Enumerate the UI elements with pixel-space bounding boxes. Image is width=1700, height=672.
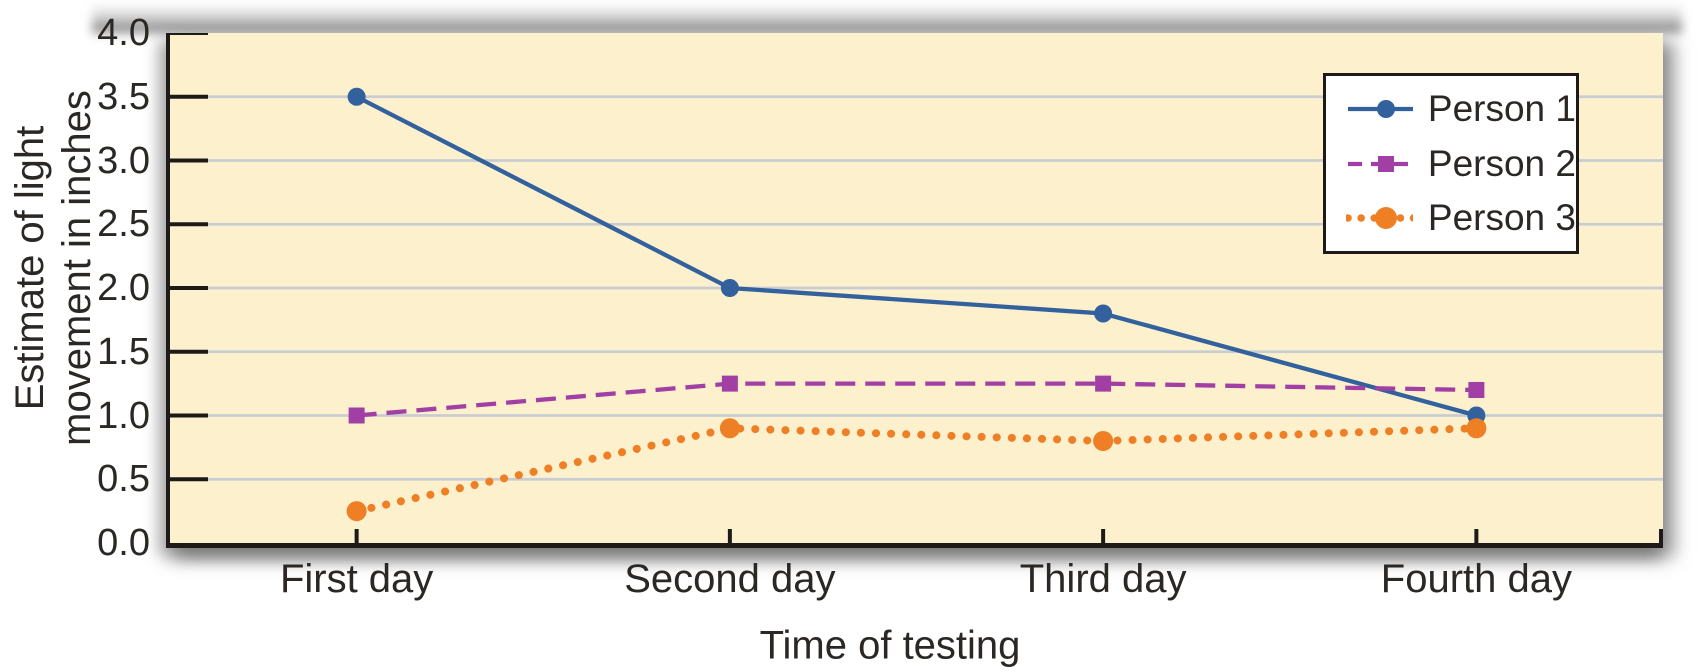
data-point-person-3 (1093, 431, 1114, 451)
legend-entry-person-2: Person 2 (1346, 143, 1576, 185)
legend: Person 1 Person 2 Person 3 (1323, 73, 1579, 254)
y-tick-label: 3.0 (97, 139, 150, 182)
x-axis-title: Time of testing (759, 623, 1021, 668)
data-point-person-1 (1094, 304, 1113, 323)
data-point-person-3 (1466, 418, 1487, 439)
y-tick-label: 1.0 (97, 394, 150, 437)
legend-line-sample (1348, 100, 1413, 119)
legend-sample-marker (1377, 100, 1395, 119)
series-line-person-3 (352, 424, 1481, 516)
legend-line-sample (1348, 155, 1413, 172)
x-category-label: First day (279, 557, 434, 601)
legend-line-sample (1346, 206, 1413, 229)
x-category-label: Second day (624, 557, 836, 601)
y-tick-label: 2.0 (97, 267, 150, 309)
y-tick-label: 2.5 (97, 203, 150, 246)
data-point-person-3 (346, 501, 367, 522)
data-point-person-2 (721, 375, 738, 392)
legend-entry-person-3: Person 3 (1346, 197, 1576, 239)
y-tick-label: 4.0 (97, 12, 150, 54)
series-line-person-1 (355, 94, 1477, 418)
data-point-person-2 (348, 407, 365, 424)
legend-entry-person-1: Person 1 (1346, 88, 1576, 130)
data-point-person-2 (1468, 382, 1485, 398)
data-point-person-1 (720, 279, 739, 297)
y-tick-label: 0.5 (97, 458, 150, 501)
legend-label: Person 3 (1427, 196, 1576, 238)
y-tick-label: 3.5 (97, 75, 150, 118)
series-line-person-2 (356, 381, 1477, 418)
y-tick-label: 1.5 (97, 330, 150, 373)
plot-top-shadow (92, 4, 1682, 33)
y-tick-label: 0.0 (97, 522, 150, 564)
legend-label: Person 1 (1427, 88, 1576, 130)
data-point-person-3 (719, 418, 740, 439)
x-category-label: Fourth day (1380, 557, 1572, 601)
x-category-label: Third day (1019, 557, 1187, 601)
data-point-person-1 (347, 87, 366, 106)
legend-label: Person 2 (1427, 142, 1576, 184)
chart-canvas (170, 33, 1663, 543)
data-point-person-2 (1095, 375, 1112, 392)
legend-sample-marker (1378, 155, 1394, 172)
legend-sample-marker (1375, 206, 1397, 229)
